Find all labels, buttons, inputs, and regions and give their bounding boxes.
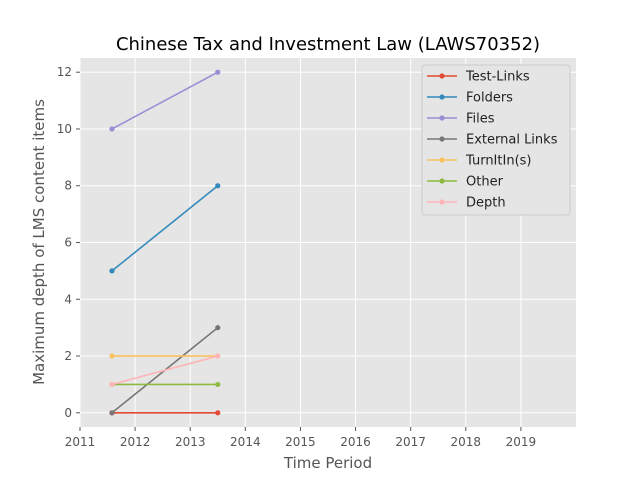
series-6 xyxy=(109,353,221,388)
data-point xyxy=(109,410,115,416)
x-tick-label: 2017 xyxy=(395,435,426,449)
legend-item: Test-Links xyxy=(427,70,530,85)
legend: Test-Links Folders Files External Links Turn… xyxy=(421,64,571,216)
legend-item: Folders xyxy=(427,91,513,106)
y-tick-label: 0 xyxy=(64,406,72,420)
legend-label: External Links xyxy=(466,133,558,148)
legend-swatch-marker xyxy=(439,178,445,184)
y-axis-label: Maximum depth of LMS content items xyxy=(30,99,48,385)
legend-item: Files xyxy=(427,112,495,127)
y-tick-label: 4 xyxy=(64,292,72,306)
legend-swatch-marker xyxy=(439,136,445,142)
y-tick-label: 6 xyxy=(64,236,72,250)
axis-ticks: 2011 2012 2013 2014 2015 2016 2017 2018 2019 0 2 4 6… xyxy=(57,65,536,449)
series-1 xyxy=(109,183,221,274)
legend-label: TurnItIn(s) xyxy=(465,154,531,169)
data-point xyxy=(215,69,221,75)
series-layer xyxy=(109,69,221,416)
series-2 xyxy=(109,69,221,132)
legend-item: TurnItIn(s) xyxy=(427,154,531,169)
data-point xyxy=(109,353,115,359)
x-tick-label: 2018 xyxy=(451,435,482,449)
y-tick-label: 2 xyxy=(64,349,72,363)
y-tick-label: 12 xyxy=(57,65,72,79)
series-line xyxy=(111,355,218,386)
legend-box xyxy=(421,64,571,216)
legend-label: Files xyxy=(466,112,495,127)
series-line xyxy=(111,185,219,272)
legend-label: Test-Links xyxy=(465,70,530,85)
data-point xyxy=(215,353,221,359)
data-point xyxy=(109,268,115,274)
legend-item: External Links xyxy=(427,133,558,148)
legend-swatch-marker xyxy=(439,73,445,79)
data-point xyxy=(215,325,221,331)
legend-item: Other xyxy=(427,175,504,190)
x-tick-label: 2011 xyxy=(65,435,96,449)
x-tick-label: 2012 xyxy=(120,435,151,449)
data-point xyxy=(215,183,221,189)
legend-swatch-marker xyxy=(439,199,445,205)
data-point xyxy=(109,126,115,132)
x-tick-label: 2014 xyxy=(230,435,261,449)
legend-item: Depth xyxy=(427,196,506,211)
y-tick-label: 8 xyxy=(64,179,72,193)
x-tick-label: 2013 xyxy=(175,435,206,449)
x-tick-label: 2016 xyxy=(340,435,371,449)
legend-swatch-marker xyxy=(439,157,445,163)
x-axis-label: Time Period xyxy=(283,454,372,472)
legend-label: Depth xyxy=(466,196,506,211)
legend-swatch-marker xyxy=(439,115,445,121)
legend-label: Folders xyxy=(466,91,513,106)
chart-title: Chinese Tax and Investment Law (LAWS7035… xyxy=(116,34,540,55)
series-line xyxy=(111,71,219,130)
data-point xyxy=(109,381,115,388)
data-point xyxy=(215,410,221,416)
x-tick-label: 2019 xyxy=(506,435,537,449)
data-point xyxy=(215,381,221,388)
y-tick-label: 10 xyxy=(57,122,72,136)
legend-swatch-marker xyxy=(439,94,445,100)
legend-label: Other xyxy=(466,175,504,190)
x-tick-label: 2015 xyxy=(285,435,316,449)
